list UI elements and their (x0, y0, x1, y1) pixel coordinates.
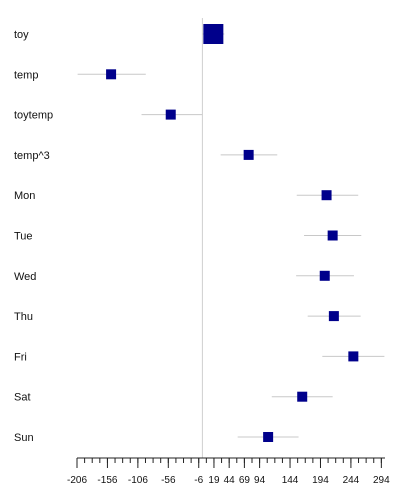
row-label-toytemp: toytemp (14, 110, 53, 122)
row-label-tue: Tue (14, 231, 33, 243)
point-marker-sun (263, 432, 273, 442)
point-marker-thu (329, 311, 339, 321)
x-tick-label-0: -206 (67, 475, 87, 486)
row-label-sat: Sat (14, 392, 31, 404)
point-marker-toytemp (166, 110, 176, 120)
row-label-wed: Wed (14, 271, 36, 283)
row-label-thu: Thu (14, 311, 33, 323)
point-marker-mon (322, 190, 332, 200)
row-label-temp-3: temp^3 (14, 150, 50, 162)
x-tick-label-4: -6 (194, 475, 203, 486)
row-label-fri: Fri (14, 351, 27, 363)
x-tick-label-12: 294 (373, 475, 390, 486)
point-marker-tue (328, 231, 338, 241)
x-tick-label-11: 244 (343, 475, 360, 486)
point-marker-temp (106, 69, 116, 79)
point-marker-toy (203, 24, 223, 44)
x-tick-label-9: 144 (282, 475, 299, 486)
x-tick-label-2: -106 (128, 475, 148, 486)
x-tick-label-1: -156 (97, 475, 117, 486)
point-marker-sat (297, 392, 307, 402)
x-tick-label-7: 69 (239, 475, 251, 486)
row-label-mon: Mon (14, 190, 35, 202)
row-label-toy: toy (14, 29, 29, 41)
row-label-temp: temp (14, 69, 38, 81)
x-tick-label-10: 194 (312, 475, 329, 486)
x-tick-label-5: 19 (208, 475, 220, 486)
row-label-sun: Sun (14, 432, 34, 444)
point-marker-wed (320, 271, 330, 281)
x-tick-label-8: 94 (254, 475, 266, 486)
x-tick-label-3: -56 (161, 475, 176, 486)
point-marker-fri (348, 351, 358, 361)
x-tick-label-6: 44 (224, 475, 236, 486)
point-marker-temp-3 (244, 150, 254, 160)
